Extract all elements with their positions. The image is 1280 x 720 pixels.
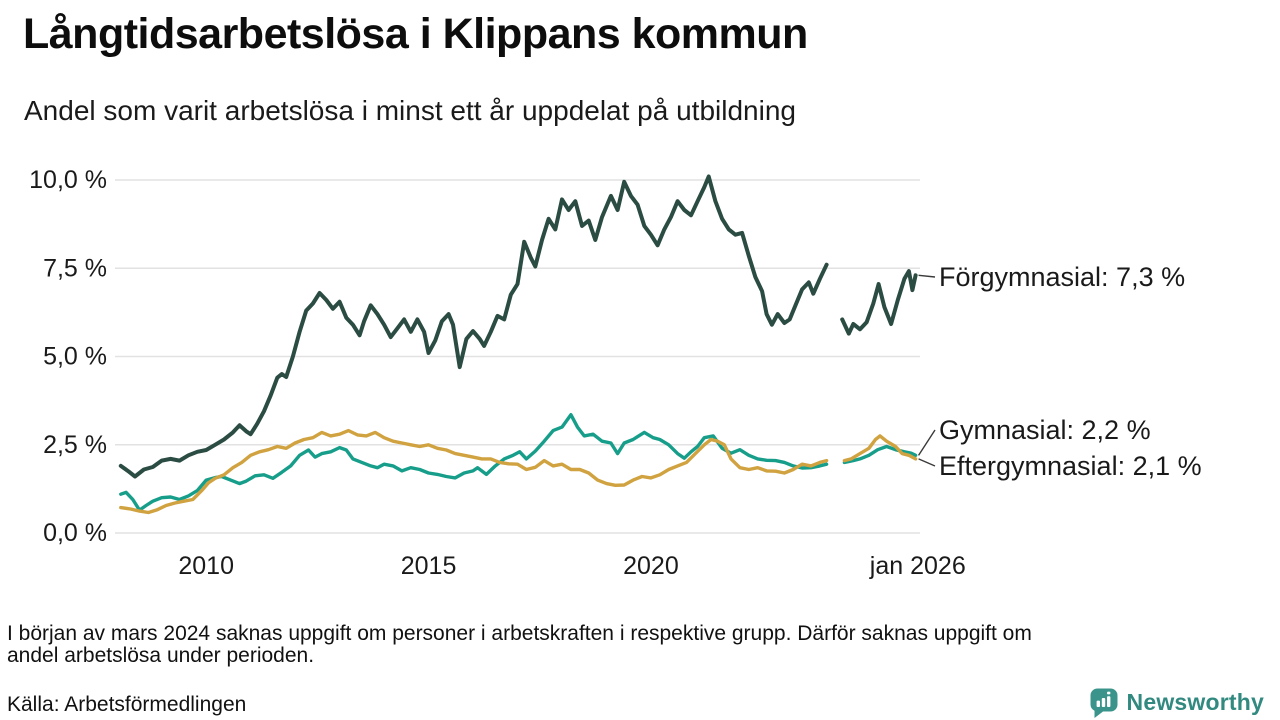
y-tick-label-3: 7,5 % bbox=[43, 254, 107, 282]
leader-line-gymnasial bbox=[917, 429, 936, 456]
y-tick-label-2: 5,0 % bbox=[43, 343, 107, 371]
footnote-line-2: andel arbetslösa under perioden. bbox=[7, 644, 315, 667]
y-tick-label-1: 2,5 % bbox=[43, 431, 107, 459]
y-tick-label-4: 10,0 % bbox=[29, 166, 107, 194]
series-label-förgymnasial: Förgymnasial: 7,3 % bbox=[939, 262, 1185, 292]
logo-bar-1 bbox=[1096, 700, 1100, 707]
footnote-line-1: I början av mars 2024 saknas uppgift om … bbox=[7, 622, 1032, 645]
logo-bar-2 bbox=[1101, 697, 1105, 707]
series-line-eftergymnasial-seg2 bbox=[842, 434, 918, 463]
series-line-eftergymnasial-seg1 bbox=[119, 428, 829, 515]
page-title: Långtidsarbetslösa i Klippans kommun bbox=[23, 10, 808, 58]
chart-svg: 0,0 % 2,5 % 5,0 % 7,5 % 10,0 % 2010 2015 2020 ja… bbox=[29, 166, 1202, 580]
x-tick-label-2: 2020 bbox=[623, 552, 679, 580]
chart-footnote: I början av mars 2024 saknas uppgift om … bbox=[7, 623, 1257, 667]
series-label-gymnasial: Gymnasial: 2,2 % bbox=[939, 415, 1151, 445]
series-line-gymnasial-seg1 bbox=[119, 413, 829, 512]
x-tick-label-1: 2015 bbox=[401, 552, 457, 580]
series-line-gymnasial-seg2 bbox=[842, 444, 918, 465]
series-label-eftergymnasial: Eftergymnasial: 2,1 % bbox=[939, 451, 1202, 481]
y-tick-label-0: 0,0 % bbox=[43, 519, 107, 547]
newsworthy-logo-icon bbox=[1090, 688, 1118, 718]
series-line-förgymnasial-seg2 bbox=[840, 269, 918, 336]
brand-name: Newsworthy bbox=[1126, 688, 1264, 715]
leader-line-eftergymnasial bbox=[918, 458, 936, 467]
series-line-förgymnasial-seg1 bbox=[118, 174, 829, 479]
leader-line-förgymnasial bbox=[918, 274, 936, 278]
x-tick-label-3: jan 2026 bbox=[869, 552, 966, 580]
x-tick-label-0: 2010 bbox=[178, 552, 234, 580]
source-label: Källa: Arbetsförmedlingen bbox=[7, 693, 247, 716]
logo-bar-3 bbox=[1106, 695, 1110, 707]
logo-bar-dot bbox=[1106, 691, 1110, 694]
page-subtitle: Andel som varit arbetslösa i minst ett å… bbox=[24, 95, 796, 126]
brand-lockup: Newsworthy bbox=[1089, 686, 1264, 718]
